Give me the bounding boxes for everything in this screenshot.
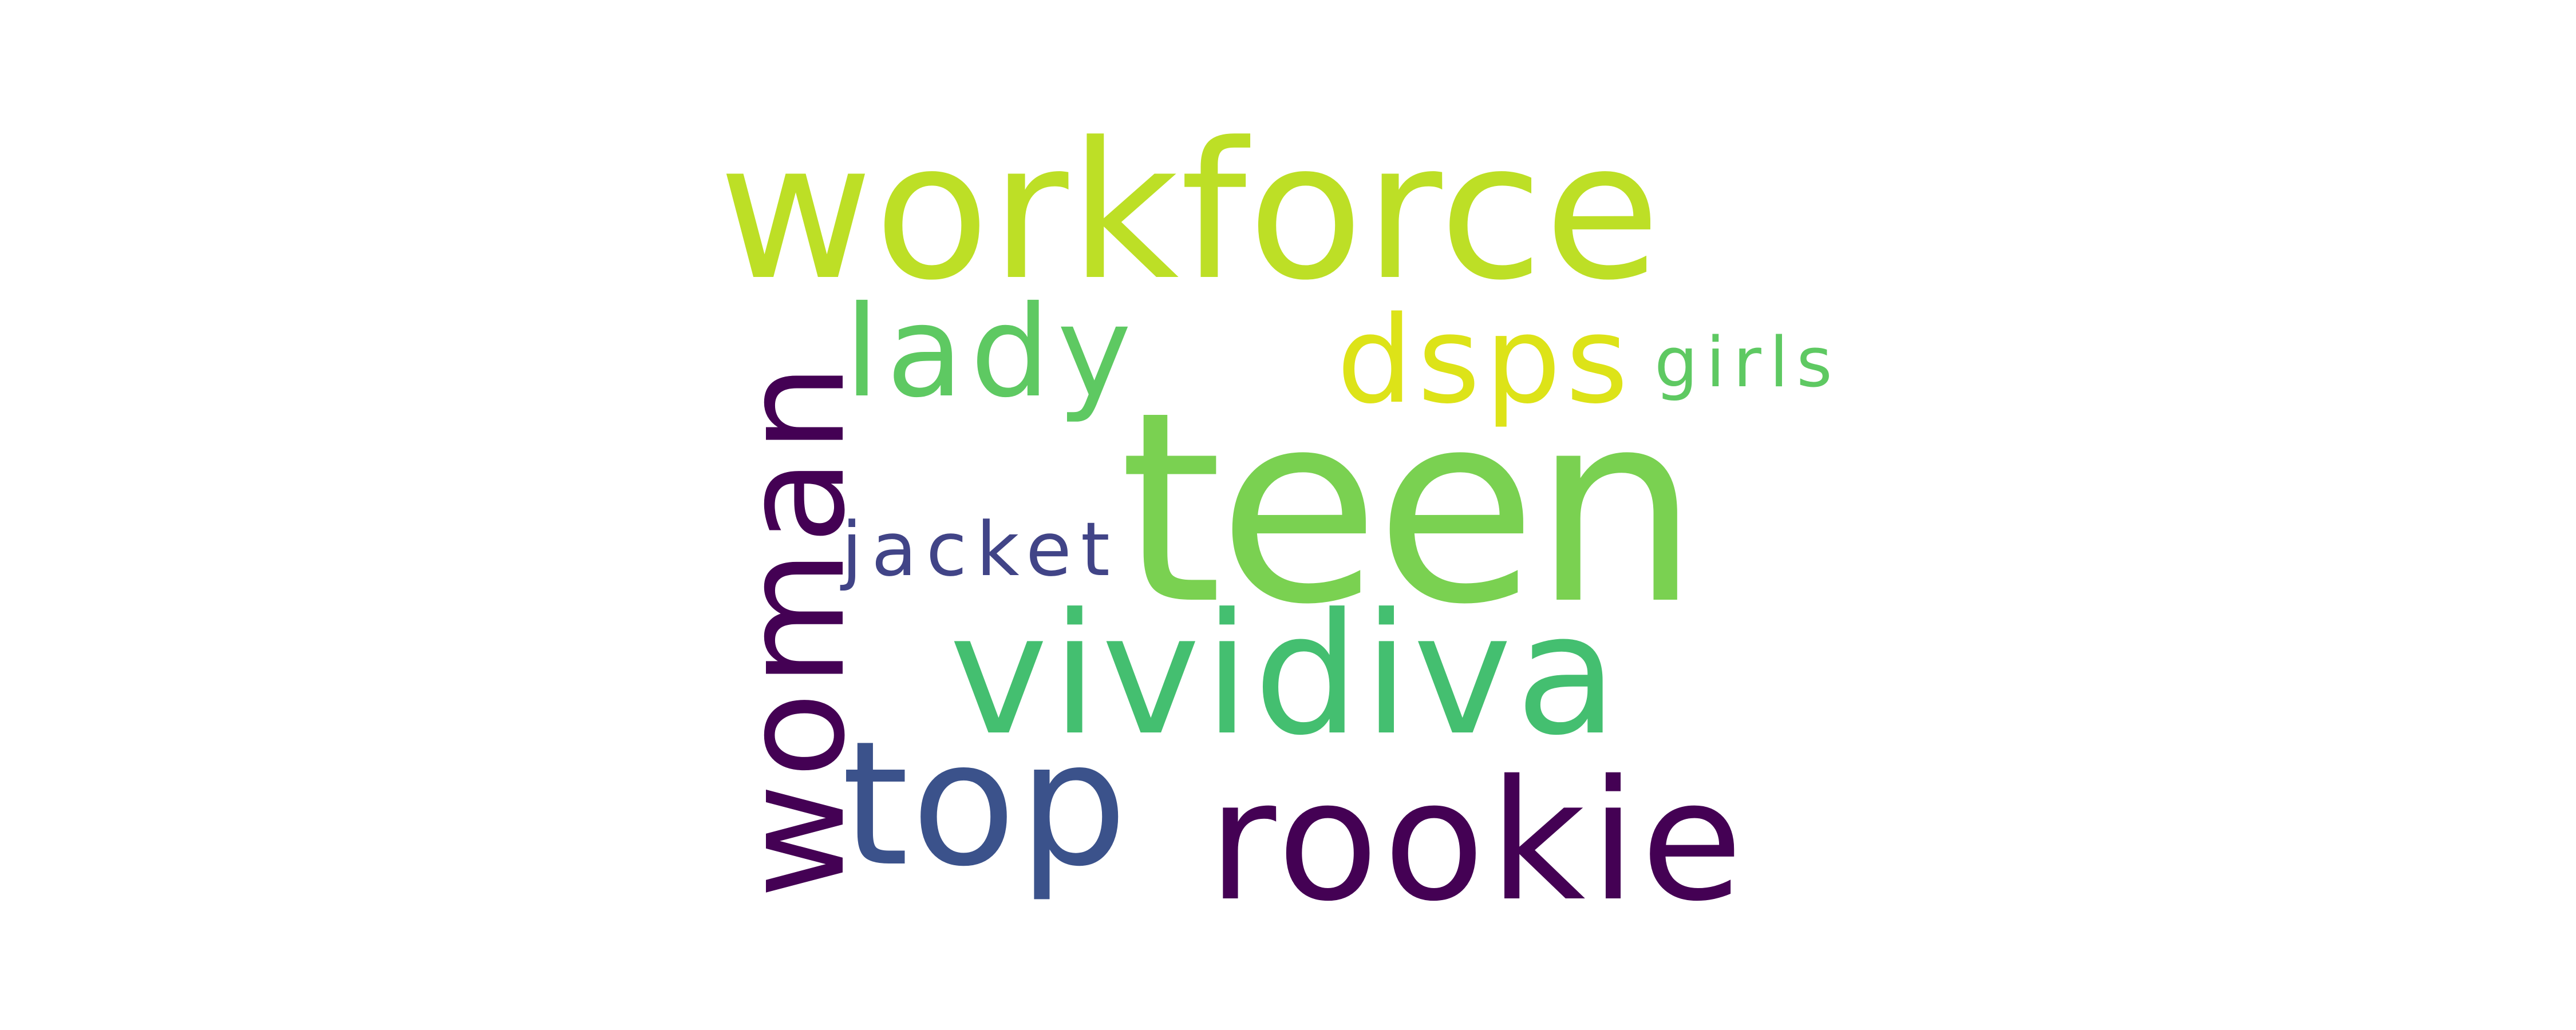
word-top: top bbox=[841, 704, 1130, 904]
word-lady: lady bbox=[844, 279, 1139, 425]
word-vividiva: vividiva bbox=[949, 577, 1622, 772]
word-dsps: dsps bbox=[1337, 290, 1633, 430]
word-workforce: workforce bbox=[718, 102, 1662, 322]
word-teen: teen bbox=[1119, 356, 1700, 662]
word-girls: girls bbox=[1654, 323, 1840, 403]
word-rookie: rookie bbox=[1208, 745, 1748, 938]
word-jacket: jacket bbox=[841, 506, 1119, 593]
